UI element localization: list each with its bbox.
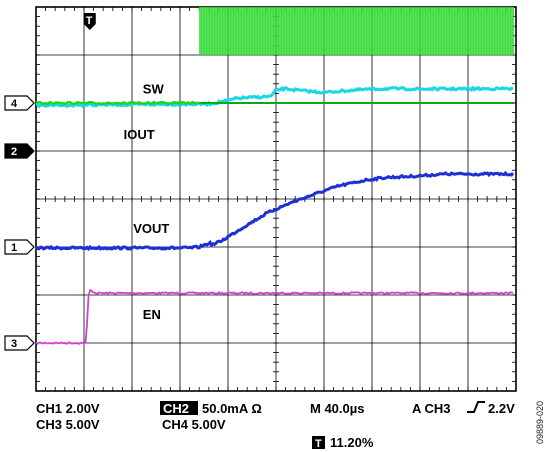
ch2-readout-box-text: CH2 bbox=[163, 401, 189, 416]
sw-switching-band bbox=[199, 7, 514, 55]
channel-marker-text: 1 bbox=[11, 242, 17, 254]
rising-edge-icon bbox=[467, 401, 485, 413]
sw-switching-hatch bbox=[198, 7, 514, 55]
channel-marker-shape bbox=[4, 239, 35, 255]
ch1-scale-readout: CH1 2.00V bbox=[36, 401, 100, 416]
scope-traces bbox=[34, 7, 515, 345]
trace-label-iout: IOUT bbox=[124, 127, 155, 142]
channel-marker-3: 3 bbox=[4, 335, 35, 351]
trigger-marker: T bbox=[83, 13, 96, 30]
channel-marker-shape bbox=[4, 335, 35, 351]
ch3-scale-readout: CH3 5.00V bbox=[36, 417, 100, 432]
trace-label-vout: VOUT bbox=[133, 221, 169, 236]
ch4-scale-readout: CH4 5.00V bbox=[162, 417, 226, 432]
channel-marker-4: 4 bbox=[4, 95, 35, 111]
trace-labels: SW IOUT VOUT EN bbox=[124, 82, 170, 323]
channel-markers: 4 2 1 3 T bbox=[4, 13, 96, 351]
channel-marker-text: 3 bbox=[11, 338, 17, 350]
channel-marker-2: 2 bbox=[4, 143, 35, 159]
en-trace bbox=[35, 289, 514, 345]
trace-label-sw: SW bbox=[143, 82, 165, 97]
channel-marker-shape bbox=[4, 95, 35, 111]
trigger-position-box bbox=[312, 436, 325, 449]
trigger-source-readout: A CH3 bbox=[412, 401, 451, 416]
figure-id: 09889-020 bbox=[535, 401, 545, 444]
scope-grid bbox=[35, 6, 517, 392]
vout-trace bbox=[34, 170, 515, 252]
trigger-level-readout: 2.2V bbox=[488, 401, 515, 416]
channel-marker-shape bbox=[4, 143, 35, 159]
trigger-marker-text: T bbox=[86, 15, 93, 27]
trigger-marker-shape bbox=[83, 13, 96, 30]
channel-marker-text: 4 bbox=[11, 98, 18, 110]
channel-marker-text: 2 bbox=[11, 146, 17, 158]
channel-marker-1: 1 bbox=[4, 239, 35, 255]
trigger-position-box-text: T bbox=[315, 438, 322, 450]
trace-label-en: EN bbox=[143, 307, 161, 322]
ch2-scale-readout: 50.0mA Ω bbox=[202, 401, 262, 416]
ch2-readout-box bbox=[160, 401, 198, 415]
trigger-position-readout: 11.20% bbox=[330, 435, 374, 450]
sw-trace-baseline bbox=[35, 100, 199, 106]
timebase-readout: M 40.0µs bbox=[310, 401, 364, 416]
